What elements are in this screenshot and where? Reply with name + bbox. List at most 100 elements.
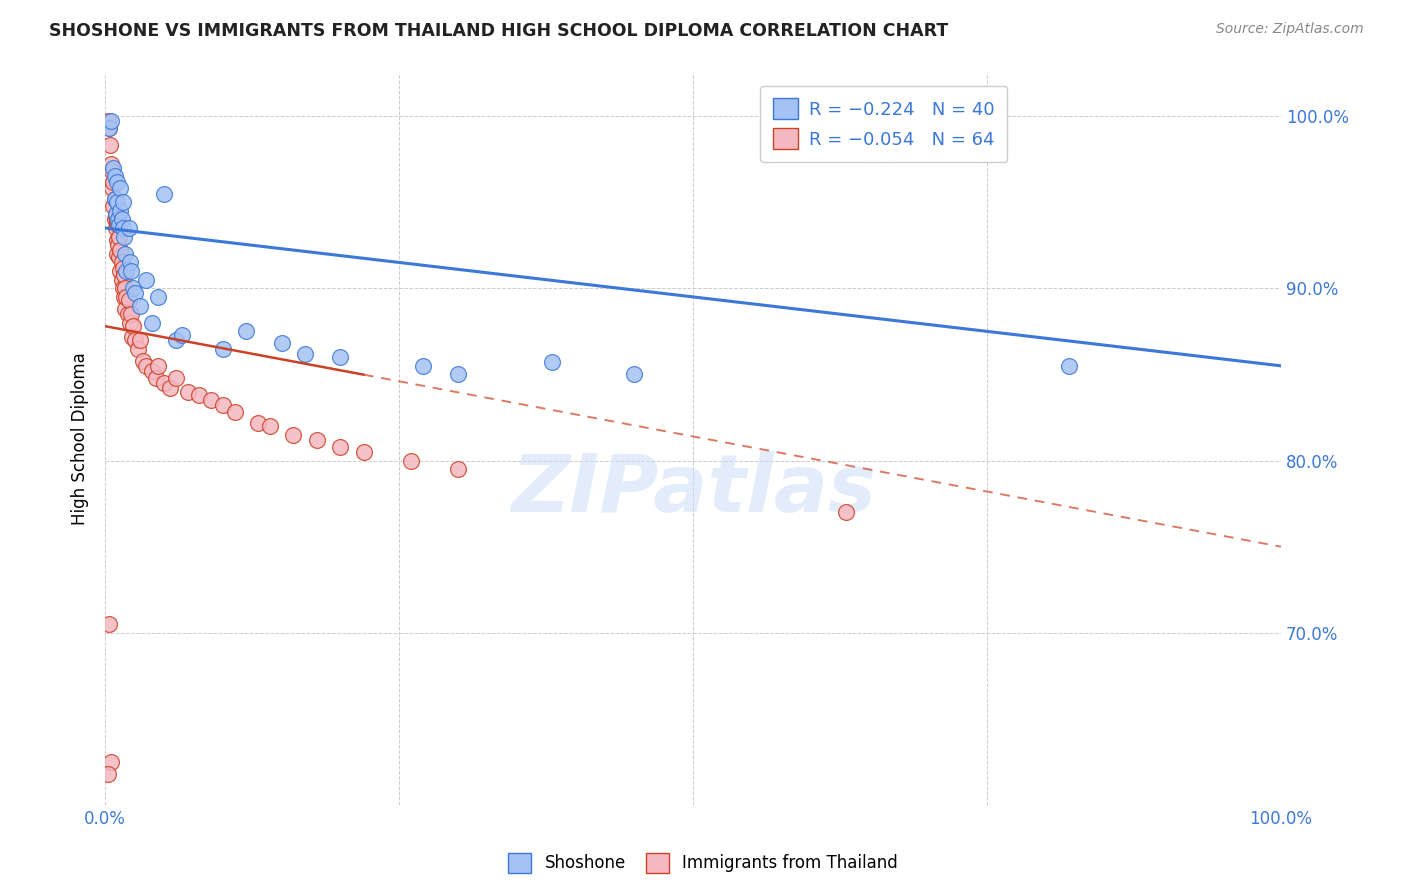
Point (165, 371, 187, 385)
Point (97, 121, 120, 136)
Point (115, 290, 138, 304)
Point (100, 114, 122, 128)
Point (111, 195, 134, 210)
Point (115, 264, 138, 278)
Point (103, 174, 125, 188)
Point (114, 301, 136, 316)
Point (114, 281, 136, 295)
Point (101, 181, 124, 195)
Point (541, 355, 564, 369)
Point (235, 324, 257, 338)
Point (104, 207, 127, 221)
Point (105, 233, 128, 247)
Point (111, 255, 134, 269)
Point (104, 221, 127, 235)
Point (399, 453, 422, 467)
Point (132, 353, 155, 368)
Point (107, 212, 129, 227)
Point (224, 405, 246, 419)
Point (135, 273, 157, 287)
Point (114, 247, 136, 261)
Text: Source: ZipAtlas.com: Source: ZipAtlas.com (1216, 22, 1364, 37)
Point (170, 327, 193, 342)
Point (211, 399, 233, 413)
Point (110, 181, 132, 195)
Point (127, 342, 149, 356)
Point (111, 212, 134, 227)
Point (118, 255, 141, 269)
Point (111, 260, 134, 275)
Point (111, 221, 134, 235)
Point (135, 359, 157, 373)
Point (112, 268, 135, 282)
Point (305, 433, 328, 447)
Point (110, 203, 132, 218)
Point (329, 350, 352, 364)
Point (124, 286, 146, 301)
Point (97, 114, 120, 128)
Point (117, 307, 139, 321)
Point (101, 164, 124, 178)
Point (122, 281, 145, 295)
Point (108, 229, 131, 244)
Point (107, 218, 129, 232)
Point (283, 427, 305, 442)
Point (118, 293, 141, 308)
Legend: Shoshone, Immigrants from Thailand: Shoshone, Immigrants from Thailand (501, 847, 905, 880)
Point (97, 617, 120, 632)
Point (111, 273, 134, 287)
Point (120, 307, 142, 321)
Point (107, 238, 129, 252)
Point (110, 264, 132, 278)
Point (153, 376, 176, 390)
Point (124, 333, 146, 347)
Point (211, 342, 233, 356)
Point (129, 299, 152, 313)
Point (104, 192, 127, 206)
Point (104, 192, 127, 206)
Point (165, 333, 187, 347)
Point (353, 445, 375, 459)
Point (247, 416, 270, 430)
Point (141, 316, 163, 330)
Point (129, 333, 152, 347)
Point (103, 199, 125, 213)
Point (1059, 359, 1081, 373)
Point (100, 157, 122, 171)
Point (105, 174, 128, 188)
Point (108, 250, 131, 264)
Point (97, 767, 120, 781)
Point (176, 384, 198, 399)
Point (110, 244, 132, 258)
Point (112, 229, 135, 244)
Point (145, 371, 167, 385)
Point (112, 290, 135, 304)
Point (98, 138, 121, 153)
Point (159, 381, 181, 395)
Point (141, 364, 163, 378)
Point (105, 216, 128, 230)
Point (100, 755, 122, 769)
Legend: R = −0.224   N = 40, R = −0.054   N = 64: R = −0.224 N = 40, R = −0.054 N = 64 (761, 86, 1007, 161)
Point (105, 195, 128, 210)
Point (105, 247, 128, 261)
Point (412, 359, 434, 373)
Point (120, 264, 142, 278)
Point (104, 169, 127, 184)
Point (259, 419, 281, 434)
Point (270, 336, 292, 351)
Point (447, 368, 470, 382)
Text: ZIPatlas: ZIPatlas (510, 451, 876, 529)
Point (118, 316, 141, 330)
Point (294, 347, 316, 361)
Y-axis label: High School Diploma: High School Diploma (72, 352, 89, 525)
Point (108, 218, 131, 232)
Point (103, 161, 125, 175)
Point (835, 505, 858, 519)
Point (146, 290, 169, 304)
Point (447, 462, 470, 476)
Point (329, 440, 352, 454)
Point (118, 221, 141, 235)
Point (188, 388, 211, 402)
Point (122, 319, 145, 334)
